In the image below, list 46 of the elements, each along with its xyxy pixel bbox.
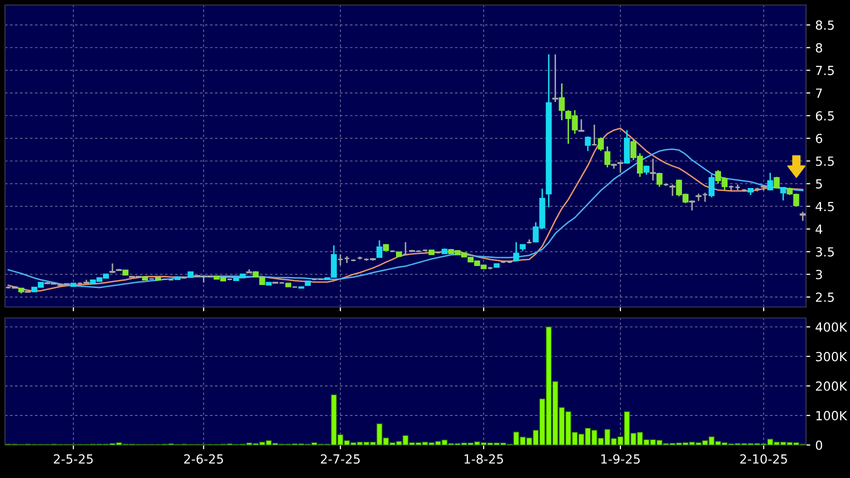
candlestick (650, 158, 656, 182)
y-tick-label: 5 (816, 179, 822, 189)
candlestick (513, 241, 520, 262)
candlestick (708, 174, 715, 198)
candlestick (591, 124, 598, 146)
x-tick-label: 2-6-25 (184, 454, 223, 464)
y-tick-label: 4 (816, 224, 822, 234)
y-tick-label: 3.5 (816, 247, 834, 257)
candlestick (402, 241, 408, 256)
y-tick-label: 8.5 (816, 20, 834, 30)
candlestick (578, 118, 584, 132)
y-tick-label: 7 (816, 88, 822, 98)
candlestick (552, 54, 558, 103)
candlestick (376, 240, 382, 258)
y-tick-label: 5.5 (816, 156, 834, 166)
y-tick-label: 0 (816, 440, 822, 450)
x-tick-label: 2-10-25 (740, 454, 787, 464)
candlestick (344, 256, 350, 264)
candlestick (656, 172, 662, 188)
y-tick-label: 2.5 (816, 292, 834, 302)
candlestick (109, 262, 116, 274)
y-tick-label: 7.5 (816, 66, 834, 76)
candlestick (702, 192, 708, 202)
y-tick-label: 300K (816, 352, 848, 362)
candlestick (598, 136, 604, 152)
candlestick (780, 186, 786, 202)
candlestick (800, 211, 806, 222)
y-tick-label: 6 (816, 134, 822, 144)
candlestick (558, 82, 565, 121)
y-tick-label: 4.5 (816, 202, 834, 212)
y-tick-label: 100K (816, 410, 848, 420)
candlestick (767, 172, 774, 192)
y-tick-label: 3 (816, 270, 822, 280)
candlestick (337, 254, 344, 266)
y-tick-label: 200K (816, 381, 848, 391)
candlestick (604, 146, 610, 168)
candlestick (670, 184, 676, 197)
y-tick-label: 6.5 (816, 111, 834, 121)
x-tick-label: 2-5-25 (54, 454, 93, 464)
candlestick (584, 136, 591, 152)
x-tick-label: 1-8-25 (464, 454, 503, 464)
candlestick (643, 164, 650, 176)
y-tick-label: 8 (816, 43, 822, 53)
x-tick-label: 2-7-25 (320, 454, 360, 464)
x-tick-label: 1-9-25 (601, 454, 640, 464)
y-tick-label: 400K (816, 322, 848, 332)
